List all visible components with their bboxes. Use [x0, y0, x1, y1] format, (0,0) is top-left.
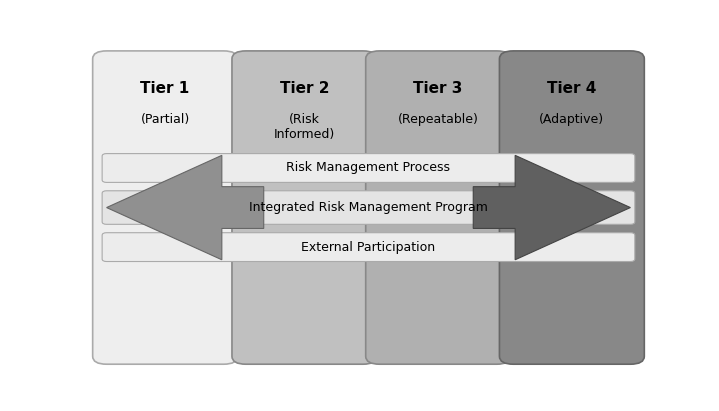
- Text: Tier 4: Tier 4: [547, 81, 597, 96]
- FancyBboxPatch shape: [93, 51, 237, 364]
- Text: (Adaptive): (Adaptive): [539, 113, 605, 126]
- FancyBboxPatch shape: [102, 191, 635, 224]
- Polygon shape: [473, 155, 631, 260]
- FancyBboxPatch shape: [102, 233, 635, 261]
- Text: Risk Management Process: Risk Management Process: [286, 162, 451, 175]
- FancyBboxPatch shape: [232, 51, 377, 364]
- Text: (Risk
Informed): (Risk Informed): [274, 113, 335, 141]
- Text: Tier 2: Tier 2: [280, 81, 329, 96]
- FancyBboxPatch shape: [500, 51, 644, 364]
- Polygon shape: [106, 155, 264, 260]
- Text: (Repeatable): (Repeatable): [398, 113, 479, 126]
- Text: (Partial): (Partial): [140, 113, 190, 126]
- Text: External Participation: External Participation: [301, 240, 436, 254]
- FancyBboxPatch shape: [102, 154, 635, 182]
- FancyBboxPatch shape: [366, 51, 510, 364]
- Text: Tier 3: Tier 3: [413, 81, 463, 96]
- Text: Tier 1: Tier 1: [140, 81, 190, 96]
- Text: Integrated Risk Management Program: Integrated Risk Management Program: [249, 201, 488, 214]
